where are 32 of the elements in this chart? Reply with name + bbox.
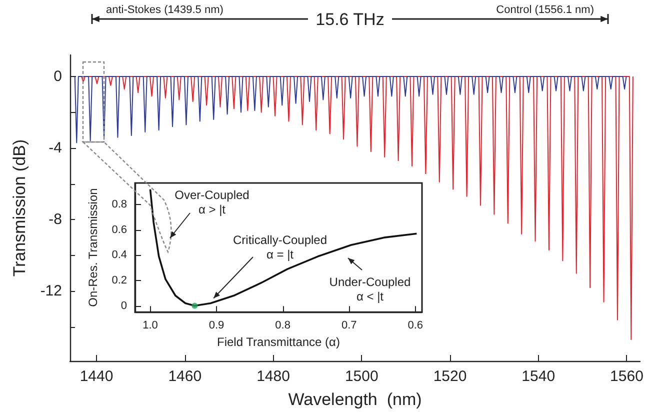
x-tick-label: 1560 xyxy=(610,368,644,385)
x-tick-label: 0.7 xyxy=(341,320,357,332)
y-tick-label: -12 xyxy=(40,282,62,300)
x-tick-label: 1520 xyxy=(433,368,467,385)
annotation: Over-Coupled α > |t xyxy=(174,188,250,216)
y-axis-title: Transmission (dB) xyxy=(10,139,29,277)
y-axis-title: On-Res. Transmission xyxy=(86,188,100,307)
y-tick-label: -8 xyxy=(48,211,62,228)
x-tick-label: 1460 xyxy=(168,368,202,385)
x-tick-label: 1480 xyxy=(256,368,290,385)
x-tick-label: 0.8 xyxy=(275,320,290,332)
text: Control (1556.1 nm) xyxy=(496,4,594,16)
annotation: Under-Coupled α < |t xyxy=(329,275,411,304)
x-tick-label: 1500 xyxy=(344,368,378,385)
y-tick-label: 0.8 xyxy=(112,198,127,211)
y-tick-label: 0 xyxy=(120,300,127,312)
x-tick-label: 0.9 xyxy=(208,320,224,332)
annotation: Critically-Coupled α = |t xyxy=(232,233,328,262)
line-series xyxy=(74,76,627,144)
x-axis-title: Field Transmittance (α) xyxy=(217,335,340,349)
y-tick-label: -4 xyxy=(48,140,62,157)
y-tick-label: 0.2 xyxy=(112,274,127,286)
x-axis-title: Wavelength (nm) xyxy=(288,390,422,409)
x-tick-label: 0.6 xyxy=(408,320,424,332)
y-tick-label: 0.6 xyxy=(112,224,127,236)
x-tick-label: 1440 xyxy=(80,368,114,385)
x-tick-label: 1.0 xyxy=(142,320,158,332)
text: anti-Stokes (1439.5 nm) xyxy=(106,4,224,16)
y-tick-label: 0.4 xyxy=(112,249,127,262)
text: 15.6 THz xyxy=(316,10,384,29)
x-tick-label: 1540 xyxy=(522,368,556,385)
y-tick-label: 0 xyxy=(54,68,62,85)
